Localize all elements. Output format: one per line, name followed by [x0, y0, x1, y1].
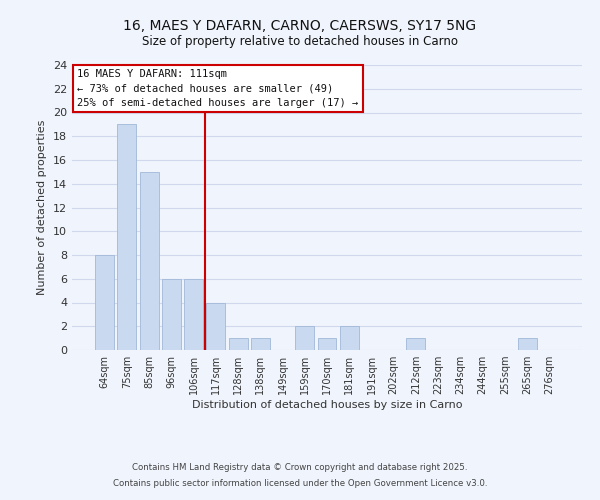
Bar [251, 338, 270, 350]
Bar [340, 326, 359, 350]
Text: 16, MAES Y DAFARN, CARNO, CAERSWS, SY17 5NG: 16, MAES Y DAFARN, CARNO, CAERSWS, SY17 … [124, 18, 476, 32]
Bar [95, 255, 114, 350]
Bar [317, 338, 337, 350]
Text: 16 MAES Y DAFARN: 111sqm
← 73% of detached houses are smaller (49)
25% of semi-d: 16 MAES Y DAFARN: 111sqm ← 73% of detach… [77, 70, 358, 108]
Bar [295, 326, 314, 350]
Text: Contains public sector information licensed under the Open Government Licence v3: Contains public sector information licen… [113, 478, 487, 488]
Text: Size of property relative to detached houses in Carno: Size of property relative to detached ho… [142, 34, 458, 48]
Bar [162, 279, 181, 350]
Y-axis label: Number of detached properties: Number of detached properties [37, 120, 47, 295]
X-axis label: Distribution of detached houses by size in Carno: Distribution of detached houses by size … [192, 400, 462, 410]
Bar [184, 279, 203, 350]
Text: Contains HM Land Registry data © Crown copyright and database right 2025.: Contains HM Land Registry data © Crown c… [132, 464, 468, 472]
Bar [406, 338, 425, 350]
Bar [518, 338, 536, 350]
Bar [140, 172, 158, 350]
Bar [206, 302, 225, 350]
Bar [118, 124, 136, 350]
Bar [229, 338, 248, 350]
